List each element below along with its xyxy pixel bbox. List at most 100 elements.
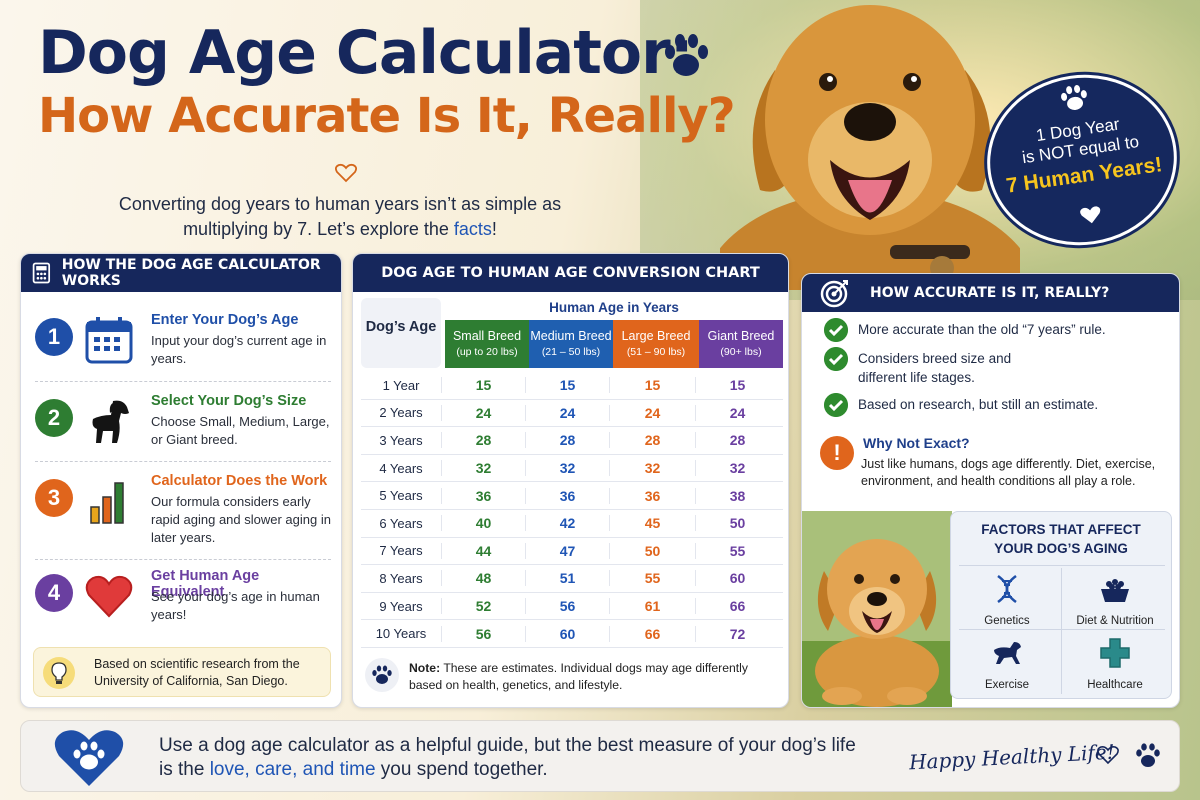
human-age-cell: 28 <box>695 432 779 449</box>
human-age-cell: 56 <box>525 598 609 615</box>
panel-title: HOW THE DOG AGE CALCULATOR WORKS <box>61 257 321 289</box>
human-age-cell: 32 <box>441 460 525 477</box>
breed-header-small: Small Breed (up to 20 lbs) <box>445 320 529 368</box>
puppy-image <box>802 511 952 707</box>
panel-title: DOG AGE TO HUMAN AGE CONVERSION CHART <box>381 265 760 281</box>
age-cell: 4 Years <box>379 460 423 476</box>
calendar-icon <box>85 317 133 364</box>
heart-outline-icon <box>335 163 357 183</box>
closing-message: Use a dog age calculator as a helpful gu… <box>159 735 856 780</box>
divider <box>35 381 331 382</box>
human-age-cell: 36 <box>609 487 695 504</box>
paw-icon <box>1061 85 1087 110</box>
checkmark-icon <box>824 318 848 342</box>
age-cell: 3 Years <box>379 432 423 448</box>
age-cell: 1 Year <box>382 377 420 393</box>
age-cell: 8 Years <box>379 570 423 586</box>
dog-silhouette-icon <box>92 400 129 443</box>
factor-genetics: Genetics <box>957 572 1057 634</box>
bar-chart-icon <box>90 482 124 524</box>
step-number: 3 <box>35 479 73 517</box>
human-age-cell: 55 <box>609 570 695 587</box>
panel-header: HOW ACCURATE IS IT, REALLY? <box>802 274 1179 312</box>
table-row: 8 Years 48 51 55 60 <box>361 565 783 593</box>
human-age-cell: 15 <box>695 377 779 394</box>
step-number: 4 <box>35 574 73 612</box>
age-cell: 10 Years <box>375 626 427 642</box>
page-subtitle-heading: How Accurate Is It, Really? <box>38 88 736 144</box>
divider <box>959 565 1165 566</box>
human-age-cell: 15 <box>441 377 525 394</box>
divider <box>35 559 331 560</box>
heart-icon <box>1080 206 1101 224</box>
table-row: 7 Years 44 47 50 55 <box>361 538 783 566</box>
divider <box>959 629 1165 630</box>
human-age-cell: 48 <box>441 570 525 587</box>
panel-header: DOG AGE TO HUMAN AGE CONVERSION CHART <box>353 254 788 292</box>
seven-years-badge: 1 Dog Year is NOT equal to 7 Human Years… <box>976 62 1188 258</box>
age-cell: 2 Years <box>379 405 423 421</box>
calculator-icon <box>32 262 51 284</box>
factor-exercise: Exercise <box>957 636 1057 698</box>
closing-banner: Use a dog age calculator as a helpful gu… <box>20 720 1180 792</box>
human-age-cell: 66 <box>609 625 695 642</box>
human-age-cell: 24 <box>441 404 525 421</box>
running-dog-icon <box>994 642 1021 664</box>
human-age-cell: 44 <box>441 542 525 559</box>
step-number: 2 <box>35 399 73 437</box>
factor-diet: Diet & Nutrition <box>1065 572 1165 634</box>
human-age-cell: 15 <box>525 377 609 394</box>
step-number: 1 <box>35 318 73 356</box>
note-text: Note: These are estimates. Individual do… <box>409 661 748 692</box>
panel-header: HOW THE DOG AGE CALCULATOR WORKS <box>21 254 341 292</box>
paw-icon <box>372 665 392 684</box>
age-cell: 7 Years <box>379 543 423 559</box>
human-age-cell: 32 <box>525 460 609 477</box>
exclamation-icon: ! <box>820 436 854 470</box>
human-age-header: Human Age in Years <box>549 300 679 315</box>
human-age-cell: 38 <box>695 487 779 504</box>
step-title: Get Human Age Equivalent <box>151 568 260 600</box>
step-title: Enter Your Dog’s Age <box>151 312 299 328</box>
heart-paw-icon <box>54 730 124 786</box>
human-age-cell: 36 <box>441 487 525 504</box>
age-cell: 5 Years <box>379 488 423 504</box>
why-title: Why Not Exact? <box>863 435 970 451</box>
step-title: Select Your Dog’s Size <box>151 393 307 409</box>
aging-factors-box: FACTORS THAT AFFECT YOUR DOG’S AGING Gen… <box>950 511 1172 699</box>
human-age-cell: 50 <box>609 542 695 559</box>
table-row: 3 Years 28 28 28 28 <box>361 427 783 455</box>
note-text: Based on scientific research from the Un… <box>94 657 300 688</box>
paw-icon <box>665 34 708 76</box>
lightbulb-icon <box>43 657 75 689</box>
human-age-cell: 45 <box>609 515 695 532</box>
happy-healthy-life-text: Happy Healthy Life! <box>908 739 1116 775</box>
factor-healthcare: Healthcare <box>1065 636 1165 698</box>
table-row: 9 Years 52 56 61 66 <box>361 593 783 621</box>
check-text: Based on research, but still an estimate… <box>858 397 1099 412</box>
human-age-cell: 24 <box>695 404 779 421</box>
table-row: 6 Years 40 42 45 50 <box>361 510 783 538</box>
age-cell: 9 Years <box>379 598 423 614</box>
dna-icon <box>997 574 1017 604</box>
check-text: More accurate than the old “7 years” rul… <box>858 322 1106 337</box>
human-age-cell: 51 <box>525 570 609 587</box>
check-text: Considers breed size and different life … <box>858 351 1012 385</box>
target-icon <box>820 280 848 308</box>
page-title: Dog Age Calculator: <box>38 18 694 88</box>
checkmark-icon <box>824 347 848 371</box>
research-note: Based on scientific research from the Un… <box>33 647 331 697</box>
step-desc: Our formula considers early rapid aging … <box>151 494 331 545</box>
heart-outline-icon <box>1097 746 1119 765</box>
paw-icon-wrap <box>365 658 399 692</box>
accuracy-panel: HOW ACCURATE IS IT, REALLY? More accurat… <box>801 273 1180 708</box>
age-cell: 6 Years <box>379 515 423 531</box>
calculator-steps-panel: HOW THE DOG AGE CALCULATOR WORKS 1 Enter… <box>20 253 342 708</box>
human-age-cell: 24 <box>609 404 695 421</box>
human-age-cell: 36 <box>525 487 609 504</box>
checkmark-icon <box>824 393 848 417</box>
human-age-cell: 61 <box>609 598 695 615</box>
human-age-cell: 28 <box>525 432 609 449</box>
human-age-cell: 42 <box>525 515 609 532</box>
age-column-header: Dog’s Age <box>361 298 441 368</box>
